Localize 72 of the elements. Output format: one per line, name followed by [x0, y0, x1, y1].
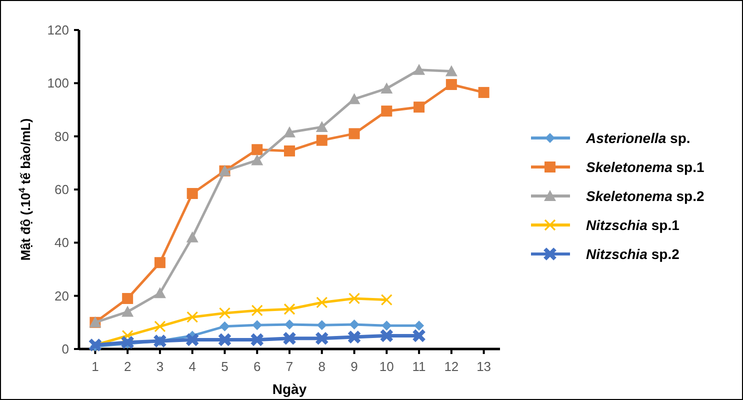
point — [316, 134, 328, 146]
point — [220, 321, 230, 332]
point — [250, 332, 264, 347]
x-tick-label: 10 — [379, 359, 394, 374]
point — [414, 320, 424, 331]
point — [122, 330, 134, 342]
x-tick-label: 2 — [124, 359, 132, 374]
point — [185, 332, 200, 347]
point — [284, 320, 294, 330]
x-axis-title: Ngày — [272, 381, 307, 397]
point — [380, 328, 394, 343]
point — [120, 335, 135, 350]
point — [218, 307, 231, 319]
point — [218, 332, 232, 347]
point — [414, 102, 425, 113]
point — [380, 294, 392, 306]
point — [252, 144, 263, 156]
x-tick-label: 8 — [318, 359, 326, 374]
legend-label: Asterionella sp. — [585, 130, 690, 146]
point — [154, 257, 166, 268]
y-tick-label: 80 — [54, 128, 69, 144]
point — [478, 86, 490, 98]
point — [381, 106, 392, 117]
point — [445, 65, 458, 76]
x-tick-label: 6 — [254, 359, 261, 374]
x-tick-label: 3 — [156, 359, 164, 374]
legend-label: Skeletonema sp.1 — [586, 158, 704, 175]
y-tick-label: 100 — [47, 76, 69, 91]
point — [380, 82, 393, 94]
y-tick-label: 120 — [47, 22, 69, 38]
point — [316, 121, 328, 132]
point — [284, 303, 296, 315]
point — [413, 64, 426, 75]
point — [446, 78, 457, 90]
legend-label: Nitzschia sp.2 — [586, 246, 680, 262]
point — [348, 292, 360, 304]
y-tick-label: 20 — [54, 288, 69, 304]
point — [349, 320, 360, 330]
point — [122, 292, 134, 304]
x-tick-label: 5 — [221, 359, 228, 374]
point — [251, 154, 264, 166]
point — [154, 287, 166, 298]
point — [186, 188, 198, 199]
y-tick-label: 60 — [54, 182, 69, 198]
x-tick-label: 11 — [412, 359, 426, 374]
x-tick-label: 9 — [350, 359, 358, 374]
x-tick-label: 1 — [92, 359, 99, 374]
point — [316, 296, 328, 308]
point — [348, 93, 360, 104]
x-tick-label: 7 — [286, 359, 294, 374]
y-tick-label: 40 — [54, 235, 69, 250]
point — [284, 145, 295, 156]
point — [314, 331, 329, 346]
x-tick-label: 12 — [444, 359, 459, 374]
point — [186, 311, 198, 323]
point — [316, 320, 327, 330]
point — [348, 128, 360, 140]
point — [412, 328, 426, 343]
x-tick-label: 4 — [188, 359, 196, 374]
point — [252, 320, 262, 330]
point — [186, 231, 198, 242]
legend-label: Skeletonema sp.2 — [586, 188, 704, 204]
point — [154, 320, 166, 332]
y-tick-label: 0 — [62, 342, 69, 357]
point — [122, 306, 134, 317]
point — [347, 330, 362, 344]
legend-label: Nitzschia sp.1 — [586, 216, 680, 233]
point — [382, 320, 392, 331]
point — [284, 126, 296, 138]
point — [282, 331, 296, 346]
x-tick-label: 13 — [476, 359, 492, 374]
point — [251, 304, 263, 316]
